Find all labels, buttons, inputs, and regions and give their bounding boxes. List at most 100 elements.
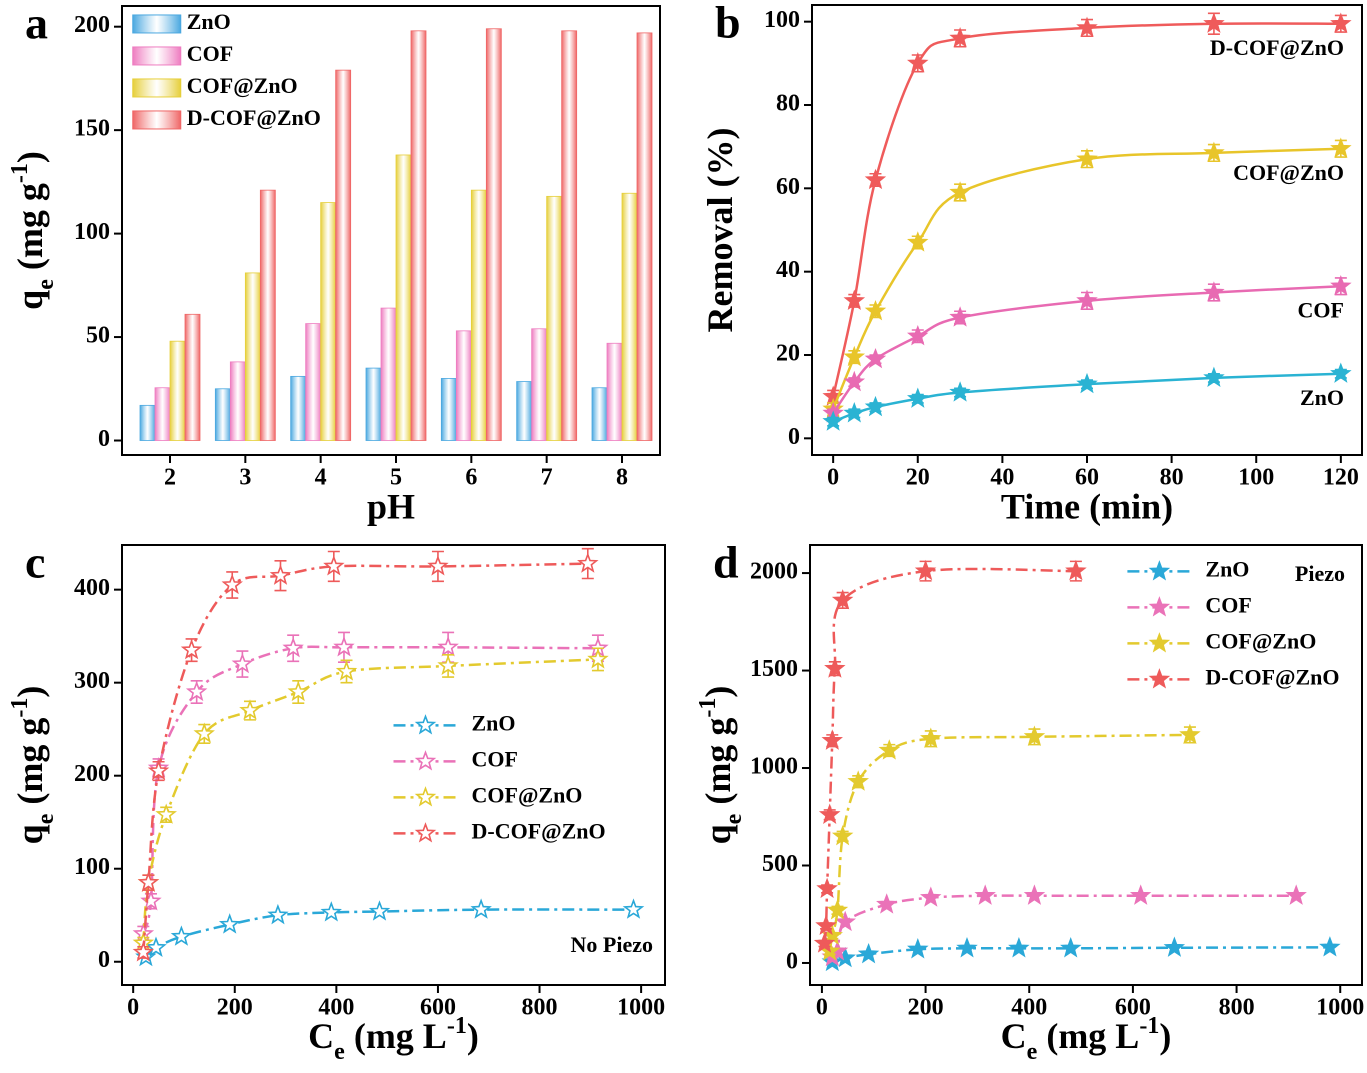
marker xyxy=(831,589,854,610)
marker xyxy=(907,937,929,959)
marker xyxy=(239,699,261,720)
y-tick-label: 0 xyxy=(788,424,800,450)
legend-label: COF xyxy=(187,41,233,66)
axis-label-part: ) xyxy=(698,686,738,698)
bar xyxy=(606,342,623,441)
marker xyxy=(1319,936,1341,957)
axis-label: pH xyxy=(367,486,415,526)
x-tick-label: 5 xyxy=(390,465,402,491)
bar xyxy=(636,32,653,441)
marker xyxy=(1148,668,1171,689)
bar xyxy=(546,195,563,441)
marker xyxy=(437,654,459,676)
bar xyxy=(470,189,487,441)
y-tick-label: 500 xyxy=(762,851,798,877)
marker xyxy=(864,395,887,417)
x-tick-label: 7 xyxy=(541,465,553,491)
marker xyxy=(1330,137,1352,158)
marker xyxy=(1023,725,1046,746)
marker xyxy=(1179,723,1201,745)
legend-label: COF xyxy=(472,746,518,771)
marker xyxy=(907,231,929,252)
y-tick-label: 200 xyxy=(74,761,110,787)
x-tick-label: 40 xyxy=(990,465,1014,491)
y-tick-label: 100 xyxy=(764,7,800,33)
axis-label-part: -1 xyxy=(7,698,33,718)
axis-label-part: e xyxy=(334,1039,345,1065)
bar xyxy=(621,192,638,441)
marker xyxy=(813,932,836,953)
marker xyxy=(864,300,887,321)
legend-label: COF@ZnO xyxy=(187,73,298,98)
marker xyxy=(1065,559,1087,581)
marker xyxy=(907,387,929,408)
marker xyxy=(1203,12,1225,33)
y-tick-label: 20 xyxy=(776,341,800,367)
marker xyxy=(587,648,609,669)
x-tick-label: 120 xyxy=(1323,465,1359,491)
marker xyxy=(231,652,254,674)
series-line xyxy=(144,908,634,959)
legend-label: D-COF@ZnO xyxy=(472,818,606,843)
series-label: COF xyxy=(1298,297,1344,322)
marker xyxy=(1203,141,1225,163)
bar xyxy=(154,387,171,441)
axis-label-part: q xyxy=(10,290,50,310)
plot-frame xyxy=(811,4,1363,456)
legend-swatch xyxy=(132,110,182,130)
marker xyxy=(949,306,971,327)
marker xyxy=(907,325,929,346)
marker xyxy=(843,401,866,423)
axis-label-part: (mg L xyxy=(345,1016,447,1056)
marker xyxy=(1060,936,1082,958)
axis-label-part: (mg g xyxy=(10,183,50,279)
marker xyxy=(822,410,844,431)
x-tick-label: 3 xyxy=(239,465,251,491)
axis-label-part: (mg L xyxy=(1037,1016,1139,1056)
marker xyxy=(1076,289,1098,310)
marker xyxy=(622,898,645,919)
marker xyxy=(914,559,937,581)
axis-label-part: ) xyxy=(10,151,50,163)
marker xyxy=(267,903,289,925)
axis-label: Ce (mg L-1) xyxy=(308,1013,479,1065)
marker xyxy=(1330,362,1352,383)
legend-label: D-COF@ZnO xyxy=(187,105,321,130)
marker xyxy=(193,722,215,743)
x-tick-label: 8 xyxy=(616,465,628,491)
axis-label-part: ) xyxy=(1159,1016,1171,1056)
marker xyxy=(320,901,342,922)
panel-letter: a xyxy=(25,0,48,49)
marker xyxy=(137,871,160,892)
marker xyxy=(221,573,243,595)
bar xyxy=(335,69,352,441)
x-tick-label: 20 xyxy=(906,465,930,491)
y-tick-label: 200 xyxy=(74,12,110,38)
marker xyxy=(282,637,304,658)
bar xyxy=(305,323,322,441)
marker xyxy=(414,822,437,843)
axis-label-part: Removal (%) xyxy=(700,128,740,333)
marker xyxy=(170,925,193,946)
marker xyxy=(831,825,854,846)
marker xyxy=(818,803,841,824)
legend-label: COF xyxy=(1205,592,1251,617)
plot-frame xyxy=(121,5,661,456)
marker xyxy=(323,555,345,576)
axis-label-part: (mg g xyxy=(698,718,738,814)
marker xyxy=(864,168,887,190)
marker xyxy=(1163,936,1186,957)
x-tick-label: 400 xyxy=(318,995,354,1021)
y-tick-label: 400 xyxy=(74,575,110,601)
axis-label: qe (mg g-1) xyxy=(695,686,747,845)
x-tick-label: 60 xyxy=(1075,465,1099,491)
marker xyxy=(140,890,162,911)
bar xyxy=(380,307,397,441)
legend-label: ZnO xyxy=(187,9,231,34)
series-line xyxy=(828,733,1190,952)
legend-swatch xyxy=(132,14,182,34)
axis-label-part: e xyxy=(1027,1039,1038,1065)
marker xyxy=(1076,16,1098,38)
bar xyxy=(516,381,533,441)
x-tick-label: 0 xyxy=(816,995,828,1021)
